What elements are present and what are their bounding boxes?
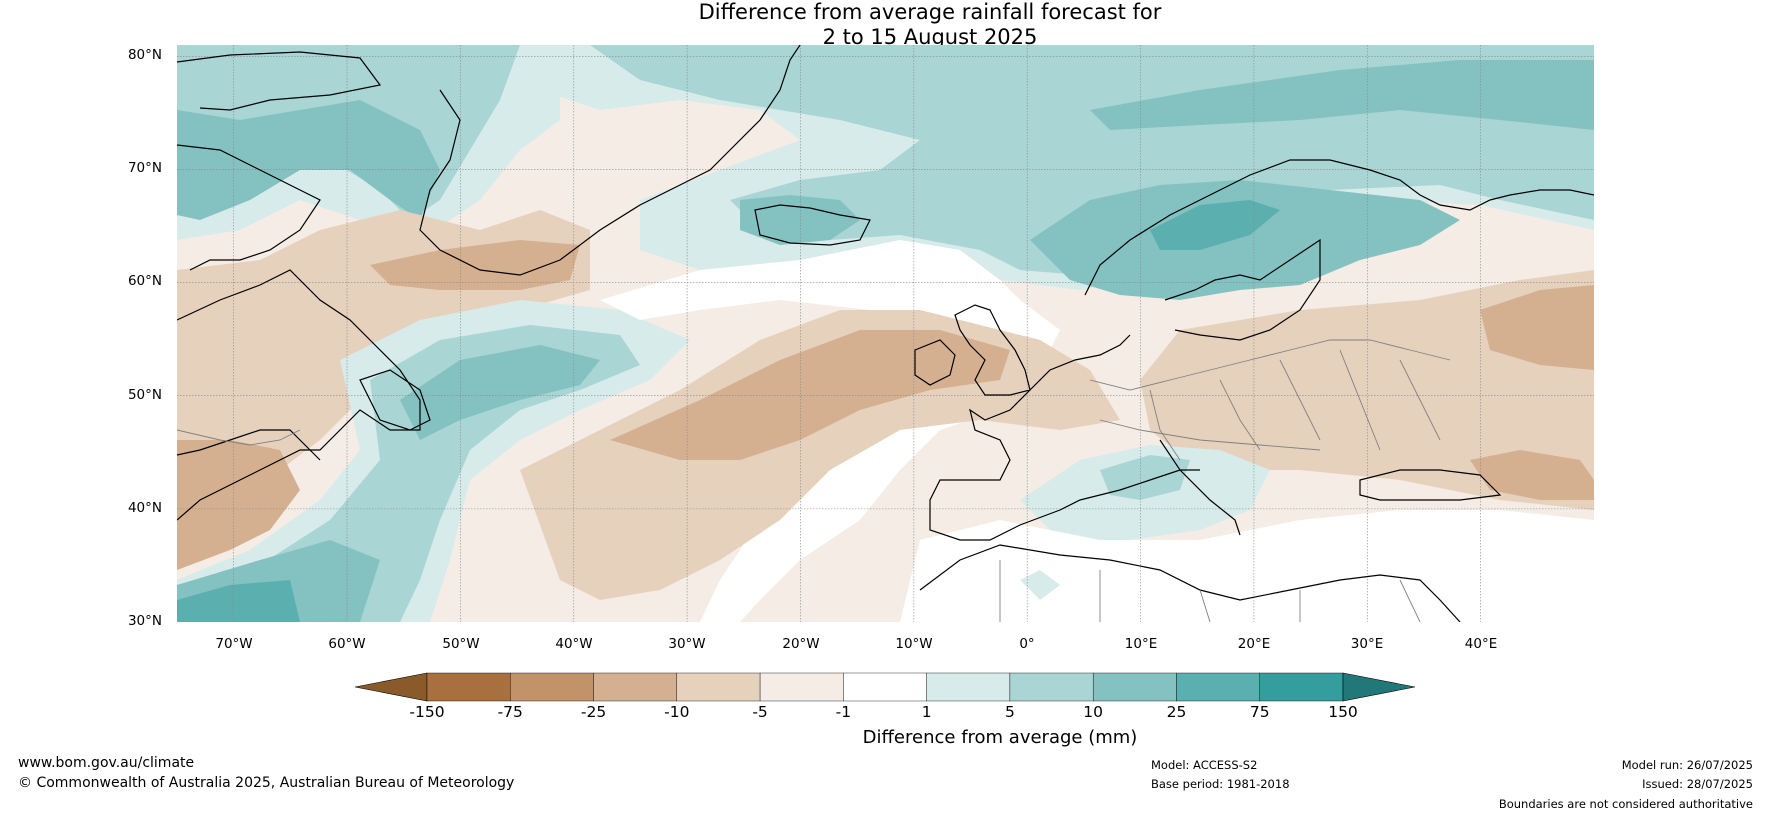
- coastline-british-isles: [914, 304, 1031, 396]
- colorbar-segment: [843, 672, 927, 702]
- colorbar-tick-label: -150: [409, 703, 445, 721]
- country-borders: [177, 339, 1451, 622]
- coastline-baffin: [177, 144, 321, 271]
- anomaly-region-med-wet-3: [1020, 570, 1060, 600]
- footer-copyright: © Commonwealth of Australia 2025, Austra…: [18, 775, 515, 791]
- lon-label-70w: 70°W: [215, 636, 253, 652]
- coastline-north-africa: [919, 544, 1461, 622]
- colorbar-segment: [676, 672, 761, 702]
- colorbar-segment: [1259, 672, 1344, 702]
- coastline-europe-west: [929, 334, 1241, 541]
- lon-label-20e: 20°E: [1237, 636, 1271, 652]
- lat-label-30n: 30°N: [127, 613, 162, 629]
- colorbar-tick-label: 25: [1166, 703, 1187, 721]
- colorbar-tick-label: 150: [1328, 703, 1358, 721]
- colorbar-segment: [926, 672, 1011, 702]
- colorbar-segment: [1009, 672, 1094, 702]
- lon-label-0: 0°: [1019, 636, 1035, 652]
- colorbar-tick-label: -1: [835, 703, 852, 721]
- anomaly-region-n-africa-neutral: [900, 510, 1594, 622]
- colorbar-segment: [426, 672, 511, 702]
- coastline-black-sea: [1359, 469, 1502, 501]
- lon-label-10w: 10°W: [895, 636, 933, 652]
- lat-label-50n: 50°N: [127, 387, 162, 403]
- lat-label-80n: 80°N: [127, 47, 162, 63]
- colorbar-extend-low: [354, 672, 428, 702]
- border-lines-europe: [1089, 339, 1451, 461]
- map-title-line1: Difference from average rainfall forecas…: [698, 0, 1162, 24]
- map-gridlines: [177, 45, 1594, 622]
- lat-label-40n: 40°N: [127, 500, 162, 516]
- anomaly-region-russia-dry: [1480, 285, 1594, 370]
- footer-model-run: Model run: 26/07/2025: [1621, 758, 1753, 772]
- border-lines-america: [177, 429, 301, 446]
- colorbar-tick-label: -75: [497, 703, 523, 721]
- coastline-greenland: [177, 45, 801, 276]
- coastline-us-east: [177, 429, 321, 461]
- lon-label-10e: 10°E: [1124, 636, 1158, 652]
- anomaly-region-blacksea-dry: [1470, 450, 1594, 500]
- anomaly-region-greenland-wet-3: [177, 100, 440, 220]
- lon-label-30w: 30°W: [668, 636, 706, 652]
- anomaly-region-arctic-wet-3: [1090, 60, 1594, 130]
- anomaly-region-atlantic-wet-5: [177, 580, 300, 622]
- lon-label-50w: 50°W: [442, 636, 480, 652]
- border-lines-africa: [999, 560, 1421, 622]
- colorbar-tick-label: 1: [921, 703, 932, 721]
- colorbar-segment: [759, 672, 844, 702]
- anomaly-region-scandinavia-wet-core: [1150, 200, 1280, 250]
- footer-website: www.bom.gov.au/climate: [18, 755, 195, 771]
- coastline-scandinavia: [1084, 159, 1594, 341]
- lon-label-40e: 40°E: [1464, 636, 1498, 652]
- anomaly-region-atlantic-wet-3: [400, 345, 600, 440]
- anomaly-region-atlantic-dry-2: [610, 330, 1010, 460]
- colorbar-segments: [354, 672, 1416, 702]
- lon-label-20w: 20°W: [782, 636, 820, 652]
- coastline-labrador: [177, 269, 421, 521]
- footer-model: Model: ACCESS-S2: [1151, 758, 1258, 772]
- colorbar-segment: [1092, 672, 1177, 702]
- coastline-iceland: [754, 204, 871, 246]
- anomaly-region-labrador-dry-2: [370, 240, 580, 290]
- coastline-newfoundland: [359, 369, 431, 431]
- footer-issued: Issued: 28/07/2025: [1642, 777, 1753, 791]
- colorbar-title: Difference from average (mm): [862, 727, 1138, 748]
- colorbar-extend-high: [1342, 672, 1416, 702]
- colorbar-tick-label: -10: [664, 703, 690, 721]
- colorbar-tick-label: -25: [580, 703, 607, 721]
- colorbar-tick-label: 75: [1249, 703, 1270, 721]
- footer-base-period: Base period: 1981-2018: [1151, 777, 1290, 791]
- footer-disclaimer: Boundaries are not considered authoritat…: [1498, 797, 1753, 811]
- colorbar-segment: [593, 672, 678, 702]
- colorbar-tick-label: 5: [1004, 703, 1015, 721]
- lon-label-60w: 60°W: [328, 636, 366, 652]
- colorbar-tick-label: 10: [1083, 703, 1104, 721]
- map-title: Difference from average rainfall forecas…: [0, 0, 1770, 50]
- anomaly-region-atlantic-wet-2: [177, 325, 640, 622]
- lat-label-60n: 60°N: [127, 273, 162, 289]
- anomaly-region-scandinavia-wet: [1030, 180, 1460, 300]
- colorbar-segment: [510, 672, 594, 702]
- anomaly-region-us-east-dry: [177, 440, 300, 570]
- lat-label-70n: 70°N: [127, 160, 162, 176]
- colorbar-tick-label: -5: [752, 703, 768, 721]
- lon-label-40w: 40°W: [555, 636, 593, 652]
- colorbar-segment: [1176, 672, 1260, 702]
- lon-label-30e: 30°E: [1350, 636, 1384, 652]
- coastlines: [177, 45, 1594, 622]
